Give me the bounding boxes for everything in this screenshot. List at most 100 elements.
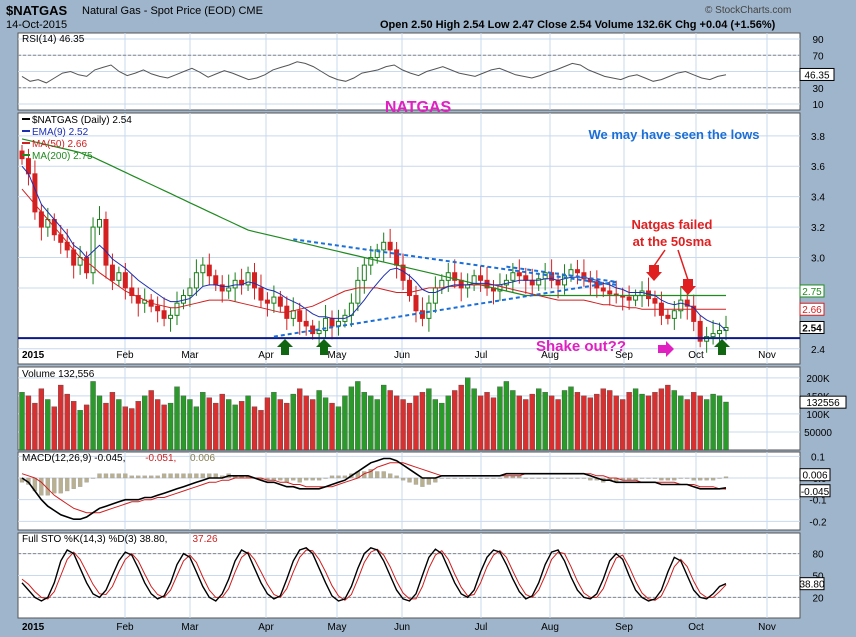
volume-bar [335, 406, 342, 451]
x-tick-label: Nov [758, 622, 776, 633]
macd-histogram-bar [575, 477, 580, 479]
volume-bar [238, 401, 245, 451]
volume-bar [645, 395, 652, 451]
sto-k-line [21, 547, 727, 602]
price-legend-item: MA(50) 2.66 [32, 139, 87, 150]
volume-bar [568, 386, 574, 451]
volume-bar [368, 395, 374, 451]
volume-bar [471, 388, 477, 451]
volume-bar [523, 399, 529, 451]
price-last-value-box [799, 302, 825, 316]
price-candle [129, 287, 135, 297]
x-tick-label: Aug [541, 350, 559, 361]
price-candle [103, 218, 109, 266]
price-candle [432, 287, 438, 304]
macd-histogram-bar [381, 471, 386, 479]
macd-histogram-bar [284, 477, 289, 483]
macd-histogram-bar [342, 475, 348, 479]
volume-bar [51, 406, 57, 451]
macd-histogram-bar [174, 473, 180, 479]
annotation-failed-1: Natgas failed [632, 217, 713, 232]
price-candle [232, 279, 238, 289]
macd-histogram-bar [400, 477, 406, 481]
price-candle [697, 320, 703, 342]
macd-histogram-bar [439, 477, 444, 479]
macd-histogram-bar [200, 473, 205, 479]
rsi-legend: RSI(14) 46.35 [22, 34, 85, 45]
macd-histogram-bar [90, 477, 96, 479]
volume-bar [452, 390, 458, 451]
volume-bar [271, 392, 277, 451]
annotation-shakeout: Shake out?? [536, 338, 626, 355]
volume-bar [206, 397, 212, 451]
price-candle [361, 264, 367, 281]
volume-bar [309, 399, 316, 451]
price-candle [665, 314, 671, 319]
x-tick-label: Mar [181, 350, 199, 361]
volume-bar [626, 392, 632, 451]
macd-histogram-bar [136, 475, 141, 479]
x-tick-label: 2015 [22, 350, 45, 361]
volume-bar [264, 397, 271, 451]
x-tick-label: Jun [394, 622, 410, 633]
volume-bar [536, 388, 542, 451]
price-legend-item: MA(200) 2.75 [32, 151, 93, 162]
volume-bar [284, 402, 290, 451]
volume-bar [587, 397, 594, 451]
x-tick-label: Jul [475, 622, 488, 633]
green-up-arrow [316, 339, 332, 355]
volume-bar [96, 395, 103, 451]
x-tick-label: Apr [258, 350, 274, 361]
macd-histogram-bar [523, 477, 528, 479]
price-candle [413, 295, 419, 312]
price-candle [574, 269, 580, 274]
lower-trend-line [273, 280, 617, 338]
price-candle [252, 272, 258, 289]
volume-bar [497, 386, 503, 451]
volume-bar [148, 390, 154, 451]
volume-bar [594, 393, 600, 451]
price-candle [516, 272, 522, 277]
price-candle [174, 302, 180, 316]
x-tick-label: Feb [116, 350, 134, 361]
volume-bar [64, 393, 70, 451]
x-tick-label: Aug [541, 622, 559, 633]
volume-bar [710, 393, 716, 451]
price-candle [381, 241, 387, 251]
volume-bar [581, 395, 587, 451]
volume-bar [678, 395, 684, 451]
price-candle [213, 275, 219, 286]
volume-bar [116, 399, 122, 451]
price-candle [264, 299, 270, 304]
macd-histogram-bar [181, 473, 186, 479]
price-candle [323, 317, 329, 332]
macd-histogram-bar [116, 473, 122, 479]
volume-bar [90, 381, 96, 451]
upper-trend-line [293, 238, 617, 286]
volume-bar [691, 392, 697, 451]
price-candle [633, 295, 639, 301]
macd-histogram-bar [471, 477, 477, 479]
price-candle [394, 249, 400, 266]
x-tick-label: Jun [394, 350, 410, 361]
x-tick-label: Sep [615, 350, 633, 361]
macd-histogram-bar [639, 477, 645, 479]
price-candle [478, 275, 484, 281]
macd-histogram-bar [543, 477, 548, 479]
macd-histogram-bar [123, 473, 128, 479]
macd-histogram-bar [710, 477, 716, 481]
macd-histogram-bar [323, 477, 328, 479]
macd-histogram-bar [304, 477, 309, 481]
volume-bar [258, 410, 264, 451]
price-candle [407, 279, 413, 297]
annotation-lows: We may have seen the lows [589, 127, 760, 142]
volume-bar [503, 381, 510, 451]
macd-histogram-bar [672, 477, 677, 481]
panel-price [17, 112, 801, 365]
volume-bar [381, 384, 387, 451]
annotation-failed-2: at the 50sma [633, 234, 713, 249]
volume-bar [200, 392, 206, 451]
volume-bar [45, 399, 51, 451]
macd-histogram-bar [142, 475, 147, 479]
